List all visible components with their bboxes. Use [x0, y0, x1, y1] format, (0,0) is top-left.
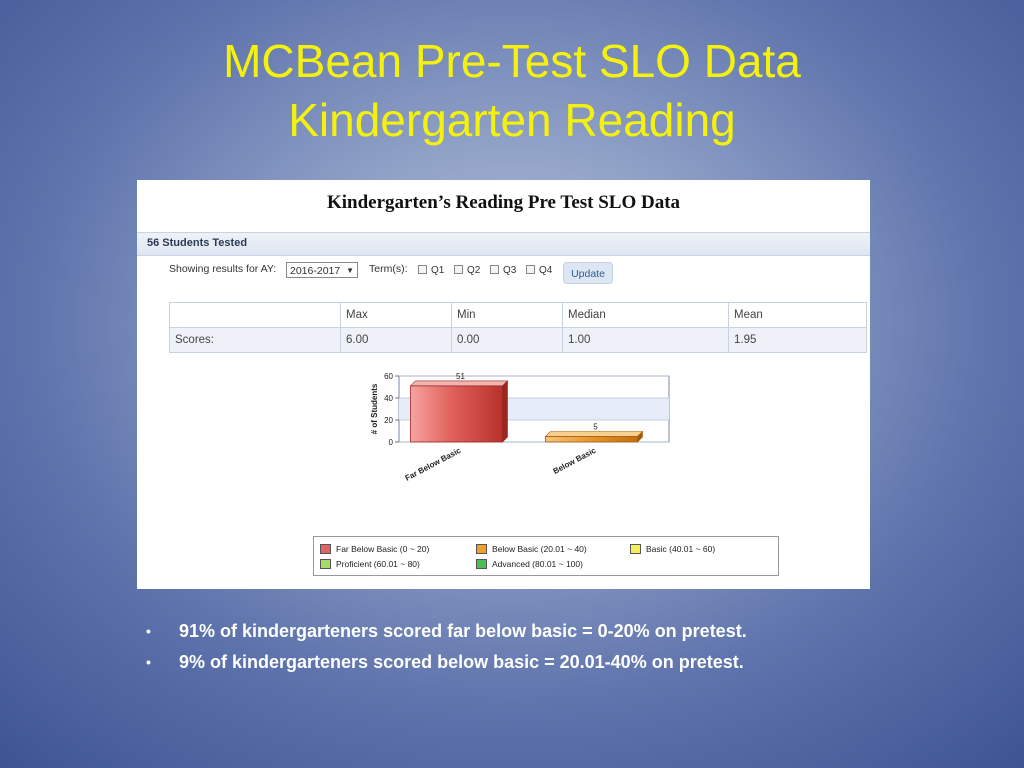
legend-swatch — [476, 559, 487, 569]
term-q1-checkbox[interactable] — [418, 265, 427, 274]
stats-header-max: Max — [340, 302, 452, 328]
stats-header-median: Median — [562, 302, 729, 328]
ay-select[interactable]: 2016-2017 ▼ — [286, 262, 358, 278]
bullet-marker: • — [146, 654, 151, 670]
summary-bullets: • 91% of kindergarteners scored far belo… — [146, 619, 946, 681]
term-q4-label: Q4 — [539, 265, 553, 276]
bullet-text: 91% of kindergarteners scored far below … — [179, 621, 747, 641]
legend-label: Far Below Basic (0 ~ 20) — [336, 544, 430, 554]
legend-swatch — [476, 544, 487, 554]
stats-row-label: Scores: — [169, 327, 341, 353]
legend-swatch — [320, 559, 331, 569]
dropdown-arrow-icon: ▼ — [346, 266, 354, 275]
update-button[interactable]: Update — [563, 262, 613, 284]
legend-swatch — [630, 544, 641, 554]
bullet-text: 9% of kindergarteners scored below basic… — [179, 652, 744, 672]
bar — [410, 385, 503, 443]
bar-top — [544, 431, 644, 437]
terms-label: Term(s): — [369, 263, 408, 275]
slide-title-line-2: Kindergarten Reading — [288, 94, 736, 146]
term-q3-checkbox[interactable] — [490, 265, 499, 274]
term-q2-label: Q2 — [467, 265, 481, 276]
stats-mean-value: 1.95 — [728, 327, 867, 353]
stats-scores-row: Scores: 6.00 0.00 1.00 1.95 — [169, 327, 867, 353]
stats-min-value: 0.00 — [451, 327, 563, 353]
stats-header-cell — [169, 302, 341, 328]
ay-select-value: 2016-2017 — [290, 265, 341, 277]
stats-header-min: Min — [451, 302, 563, 328]
performance-bar-chart: 0 20 40 60 # of Students 51 Far Below Basic 5 Be… — [370, 372, 670, 483]
y-tick-label: 60 — [384, 372, 393, 381]
y-tick-label: 0 — [389, 438, 394, 447]
students-tested-label: 56 Students Tested — [147, 237, 248, 249]
chart-plot-area: 0 20 40 60 # of Students 51 Far Below Basic 5 Be… — [370, 372, 670, 483]
bullet-item: • 9% of kindergarteners scored below bas… — [146, 650, 946, 681]
bullet-item: • 91% of kindergarteners scored far belo… — [146, 619, 946, 650]
y-axis-label: # of Students — [370, 383, 379, 434]
chart-legend: Far Below Basic (0 ~ 20) Below Basic (20… — [313, 536, 779, 576]
x-category-label: Below Basic — [552, 446, 598, 476]
legend-label: Basic (40.01 ~ 60) — [646, 544, 716, 554]
slide-title: MCBean Pre-Test SLO Data Kindergarten Re… — [0, 32, 1024, 150]
data-label: 51 — [456, 372, 465, 381]
legend-swatch — [320, 544, 331, 554]
x-category-label: Far Below Basic — [404, 446, 463, 483]
score-stats-table: Max Min Median Mean Scores: 6.00 0.00 1.… — [169, 302, 867, 353]
slide-title-line-1: MCBean Pre-Test SLO Data — [223, 35, 801, 87]
term-q3-label: Q3 — [503, 265, 517, 276]
stats-median-value: 1.00 — [562, 327, 729, 353]
bar — [545, 436, 638, 443]
filter-bar: Showing results for AY: 2016-2017 ▼ Term… — [169, 262, 669, 286]
stats-header-mean: Mean — [728, 302, 867, 328]
y-tick-label: 40 — [384, 394, 393, 403]
bullet-marker: • — [146, 623, 151, 639]
legend-label: Proficient (60.01 ~ 80) — [336, 559, 420, 569]
y-tick-label: 20 — [384, 416, 393, 425]
term-q1-label: Q1 — [431, 265, 445, 276]
ay-label: Showing results for AY: — [169, 263, 277, 275]
data-label: 5 — [593, 423, 598, 432]
legend-label: Advanced (80.01 ~ 100) — [492, 559, 583, 569]
bar-side — [502, 380, 508, 443]
report-heading: Kindergarten’s Reading Pre Test SLO Data — [326, 192, 681, 213]
legend-label: Below Basic (20.01 ~ 40) — [492, 544, 587, 554]
stats-max-value: 6.00 — [340, 327, 452, 353]
report-screenshot-panel: Kindergarten’s Reading Pre Test SLO Data… — [137, 180, 870, 589]
term-q4-checkbox[interactable] — [526, 265, 535, 274]
term-q2-checkbox[interactable] — [454, 265, 463, 274]
stats-header-row: Max Min Median Mean — [169, 302, 867, 328]
students-tested-bar: 56 Students Tested — [137, 232, 870, 256]
bar-top — [409, 380, 509, 387]
